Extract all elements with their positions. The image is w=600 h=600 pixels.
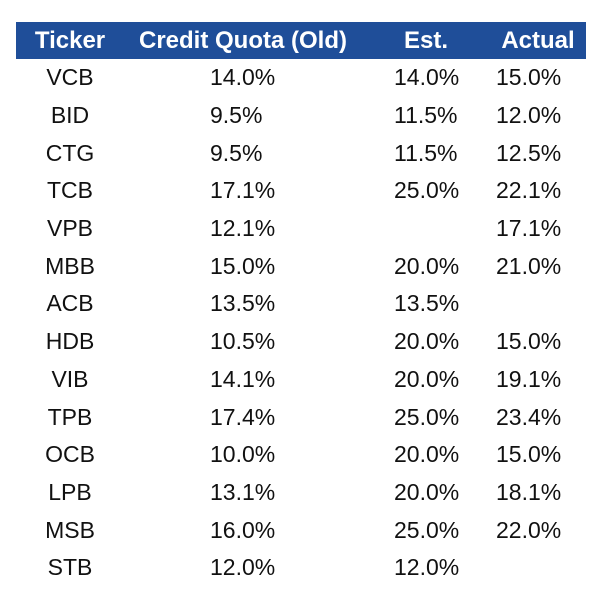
cell-actual: 23.4% <box>496 403 562 430</box>
credit-quota-table: Ticker Credit Quota (Old) Est. Actual VC… <box>16 22 586 587</box>
cell-ticker: ACB <box>46 290 94 317</box>
cell-ticker: BID <box>50 102 90 129</box>
cell-est: 25.0% <box>394 403 460 430</box>
cell-credit-quota-old: 15.0% <box>210 252 276 279</box>
table-row: MSB 16.0% 25.0% 22.0% <box>16 511 586 549</box>
table-row: TCB 17.1% 25.0% 22.1% <box>16 172 586 210</box>
cell-actual: 15.0% <box>496 441 562 468</box>
cell-est: 11.5% <box>394 102 458 129</box>
cell-ticker: MSB <box>45 516 95 543</box>
table-body: VCB 14.0% 14.0% 15.0% BID 9.5% 11.5% 12.0% CTG 9.… <box>16 59 586 587</box>
cell-est: 13.5% <box>394 290 460 317</box>
table-row: STB 12.0% 12.0% <box>16 549 586 587</box>
header-credit-quota-old: Credit Quota (Old) <box>139 26 347 54</box>
cell-actual: 21.0% <box>496 252 562 279</box>
cell-actual: 22.1% <box>496 177 562 204</box>
cell-credit-quota-old: 10.5% <box>210 328 276 355</box>
cell-ticker: VPB <box>46 215 94 242</box>
cell-est: 20.0% <box>394 328 460 355</box>
cell-ticker: LPB <box>48 478 92 505</box>
cell-est: 14.0% <box>394 64 460 91</box>
cell-credit-quota-old: 9.5% <box>210 102 263 129</box>
cell-est: 25.0% <box>394 516 460 543</box>
table-row: HDB 10.5% 20.0% 15.0% <box>16 323 586 361</box>
cell-credit-quota-old: 17.4% <box>210 403 276 430</box>
cell-est: 12.0% <box>394 554 460 581</box>
cell-ticker: TPB <box>47 403 93 430</box>
cell-ticker: MBB <box>45 252 95 279</box>
table-row: VIB 14.1% 20.0% 19.1% <box>16 361 586 399</box>
table-row: MBB 15.0% 20.0% 21.0% <box>16 247 586 285</box>
cell-ticker: STB <box>47 554 93 581</box>
cell-actual: 15.0% <box>496 328 562 355</box>
cell-credit-quota-old: 16.0% <box>210 516 276 543</box>
cell-actual: 12.5% <box>496 139 562 166</box>
cell-actual: 19.1% <box>496 365 562 392</box>
cell-ticker: OCB <box>45 441 95 468</box>
cell-credit-quota-old: 10.0% <box>210 441 276 468</box>
cell-ticker: HDB <box>45 328 95 355</box>
table-row: TPB 17.4% 25.0% 23.4% <box>16 398 586 436</box>
cell-est: 20.0% <box>394 365 460 392</box>
cell-credit-quota-old: 17.1% <box>210 177 276 204</box>
cell-est: 11.5% <box>394 139 458 166</box>
table-row: BID 9.5% 11.5% 12.0% <box>16 97 586 135</box>
cell-ticker: VIB <box>51 365 89 392</box>
cell-est: 20.0% <box>394 441 460 468</box>
cell-ticker: VCB <box>46 64 94 91</box>
cell-actual: 17.1% <box>496 215 562 242</box>
header-ticker: Ticker <box>34 26 106 54</box>
cell-credit-quota-old: 14.1% <box>210 365 276 392</box>
cell-est: 25.0% <box>394 177 460 204</box>
cell-actual: 18.1% <box>496 478 562 505</box>
table-row: OCB 10.0% 20.0% 15.0% <box>16 436 586 474</box>
cell-credit-quota-old: 13.5% <box>210 290 276 317</box>
table-row: LPB 13.1% 20.0% 18.1% <box>16 474 586 512</box>
cell-credit-quota-old: 12.0% <box>210 554 276 581</box>
table-row: VCB 14.0% 14.0% 15.0% <box>16 59 586 97</box>
cell-actual: 12.0% <box>496 102 562 129</box>
table-row: ACB 13.5% 13.5% <box>16 285 586 323</box>
cell-actual: 22.0% <box>496 516 562 543</box>
table-row: CTG 9.5% 11.5% 12.5% <box>16 134 586 172</box>
cell-credit-quota-old: 13.1% <box>210 478 276 505</box>
cell-est: 20.0% <box>394 252 460 279</box>
cell-credit-quota-old: 14.0% <box>210 64 276 91</box>
cell-credit-quota-old: 9.5% <box>210 139 263 166</box>
cell-ticker: CTG <box>45 139 95 166</box>
header-actual: Actual <box>501 26 575 54</box>
cell-credit-quota-old: 12.1% <box>210 215 276 242</box>
table-row: VPB 12.1% 17.1% <box>16 210 586 248</box>
cell-est: 20.0% <box>394 478 460 505</box>
table-header-row: Ticker Credit Quota (Old) Est. Actual <box>16 22 586 59</box>
cell-ticker: TCB <box>47 177 93 204</box>
header-est: Est. <box>403 26 448 54</box>
cell-actual: 15.0% <box>496 64 562 91</box>
